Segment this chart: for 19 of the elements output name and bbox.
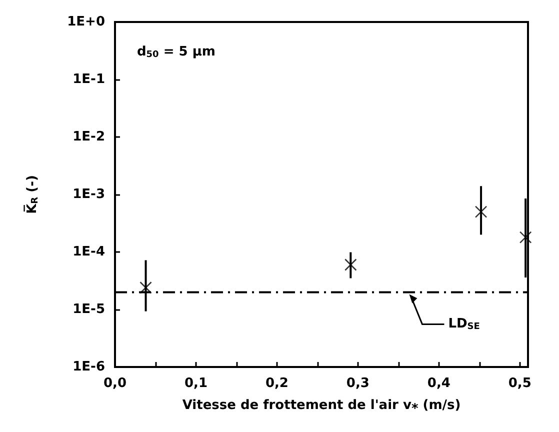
y-tick-label: 1E+0 <box>67 14 105 30</box>
x-tick-label: 0,2 <box>265 376 288 391</box>
y-tick-label: 1E-6 <box>72 360 105 374</box>
point <box>474 206 488 218</box>
y-tick-label: 1E-3 <box>72 187 105 202</box>
x-tick-label: 0,5 <box>508 376 532 391</box>
y-tick-label: 1E-5 <box>72 302 105 317</box>
y-axis-title: K̅R (-) <box>24 175 40 214</box>
y-tick-label: 1E-4 <box>72 244 105 260</box>
x-tick-label: 0,3 <box>346 376 370 391</box>
point <box>344 258 357 271</box>
y-tick-label: 1E-1 <box>72 72 105 87</box>
point <box>140 281 152 294</box>
point <box>519 231 532 244</box>
x-axis-title: Vitesse de frottement de l'air v⁎ (m/s) <box>182 398 461 413</box>
y-tick-label: 1E-2 <box>72 130 105 144</box>
x-tick-label: 0,1 <box>184 376 208 391</box>
x-tick-label: 0,0 <box>103 376 127 391</box>
x-tick-label: 0,4 <box>427 376 450 391</box>
